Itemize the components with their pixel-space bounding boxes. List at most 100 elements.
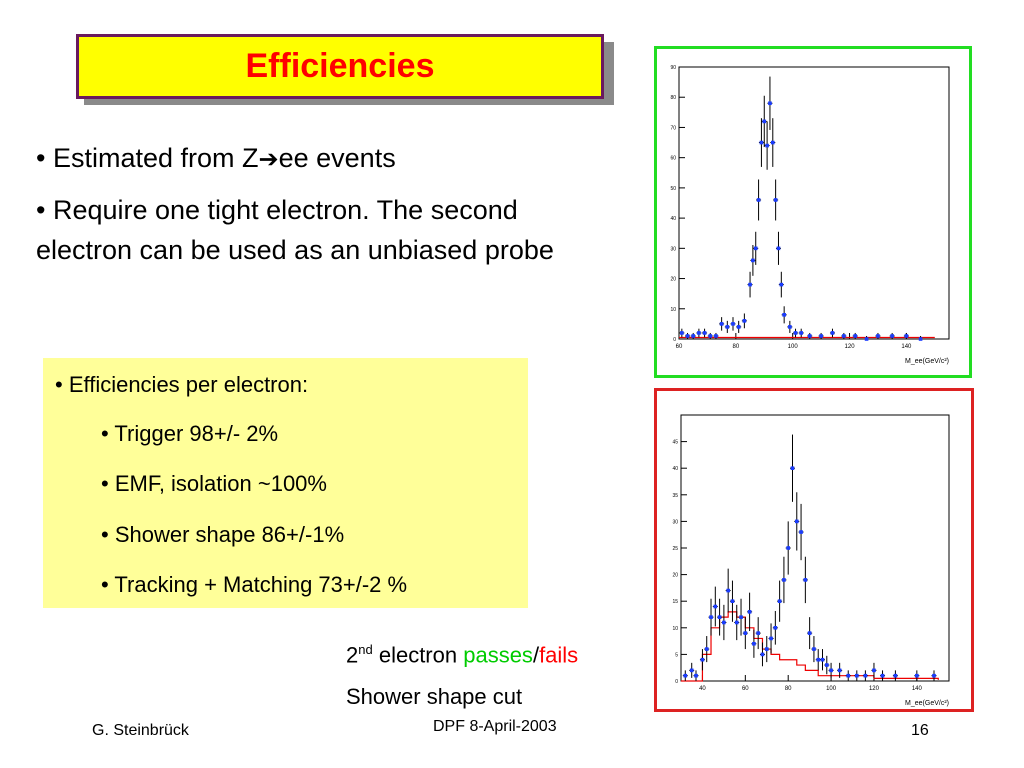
data-point <box>807 334 812 338</box>
data-point <box>756 198 761 202</box>
data-point <box>776 246 781 251</box>
efficiency-item-emf: • EMF, isolation ~100% <box>101 471 327 496</box>
data-point <box>863 673 868 678</box>
footer-page-number: 16 <box>911 722 929 739</box>
caption-sup: nd <box>358 642 373 657</box>
data-point <box>915 673 919 678</box>
data-point <box>756 631 760 635</box>
bullet-estimated: • Estimated from Z➔ee events <box>36 138 596 180</box>
data-point <box>790 466 795 470</box>
data-point <box>751 258 755 263</box>
y-tick-label: 30 <box>672 519 678 525</box>
bullet-estimated-text: • Estimated from Z <box>36 143 259 173</box>
bullet-estimated-text-end: ee events <box>278 143 396 173</box>
x-tick-label: 140 <box>912 686 923 692</box>
x-tick-label: 60 <box>676 344 683 350</box>
data-point <box>782 313 786 317</box>
footer-author: G. Steinbrück <box>92 722 189 739</box>
data-point <box>734 620 739 625</box>
data-point <box>829 668 833 673</box>
y-tick-label: 50 <box>670 186 676 192</box>
data-point <box>736 325 741 329</box>
plot-caption-line2: Shower shape cut <box>346 684 523 709</box>
data-point <box>714 334 718 338</box>
data-point <box>853 334 858 338</box>
data-point <box>837 668 842 673</box>
data-point <box>708 334 713 338</box>
data-point <box>807 631 812 635</box>
data-point <box>683 673 688 678</box>
data-point <box>812 647 816 651</box>
data-point <box>893 673 898 678</box>
y-tick-label: 10 <box>670 307 676 313</box>
data-point <box>793 331 798 335</box>
data-point <box>719 322 724 326</box>
data-point <box>794 519 799 524</box>
data-point <box>747 610 752 614</box>
data-point <box>731 322 735 326</box>
data-point <box>694 673 698 678</box>
data-point <box>904 334 909 338</box>
y-tick-label: 80 <box>670 95 676 101</box>
y-tick-label: 90 <box>670 65 676 71</box>
y-tick-label: 0 <box>675 679 678 685</box>
caption-fails: fails <box>539 642 579 668</box>
x-tick-label: 40 <box>699 686 706 692</box>
x-axis-label: M_ee(GeV/c²) <box>905 700 949 707</box>
data-point <box>842 334 846 338</box>
data-point <box>760 652 765 657</box>
y-tick-label: 25 <box>672 546 678 552</box>
x-tick-label: 80 <box>785 686 792 692</box>
data-point <box>691 334 696 338</box>
data-point <box>709 615 713 619</box>
efficiency-item-shower: • Shower shape 86+/-1% <box>101 522 345 547</box>
data-point <box>777 599 782 603</box>
data-point <box>819 334 823 338</box>
y-tick-label: 5 <box>675 652 678 658</box>
y-tick-label: 0 <box>673 337 676 343</box>
data-point <box>717 615 722 619</box>
x-tick-label: 120 <box>869 686 880 692</box>
data-point <box>753 246 758 251</box>
data-point <box>799 331 804 335</box>
page-title: Efficiencies <box>245 47 435 85</box>
data-point <box>824 663 829 667</box>
x-tick-label: 60 <box>742 686 749 692</box>
bullet-list: • Estimated from Z➔ee events • Require o… <box>36 138 596 280</box>
data-point <box>788 325 792 329</box>
data-point <box>779 282 784 287</box>
efficiency-item-trigger: • Trigger 98+/- 2% <box>101 421 279 446</box>
caption-passes: passes <box>463 642 533 668</box>
data-point <box>855 673 859 678</box>
y-tick-label: 15 <box>672 599 678 605</box>
x-tick-label: 80 <box>732 344 739 350</box>
efficiency-header: • Efficiencies per electron: <box>55 372 309 397</box>
data-point <box>726 588 730 593</box>
data-point <box>743 631 748 635</box>
y-tick-label: 30 <box>670 246 676 252</box>
caption-num: 2 <box>346 642 359 668</box>
data-point <box>704 647 709 651</box>
data-point <box>830 331 835 335</box>
data-point <box>864 337 869 341</box>
data-point <box>803 578 808 582</box>
caption-electron: electron <box>372 642 464 668</box>
data-point <box>725 325 730 329</box>
data-point <box>890 334 894 338</box>
data-point <box>765 143 769 148</box>
data-point <box>769 636 773 641</box>
y-tick-label: 70 <box>670 125 676 131</box>
plot-area <box>678 66 950 340</box>
mass-plot-passes: 0 10 20 30 40 50 60 70 80 90 60 80 100 120 140 M_ee(GeV… <box>670 65 950 365</box>
data-point <box>759 140 764 145</box>
data-point <box>730 599 735 603</box>
y-tick-label: 40 <box>672 466 678 472</box>
plot-frame-passes: 0 10 20 30 40 50 60 70 80 90 60 80 100 120 140 M_ee(GeV… <box>654 46 972 378</box>
data-point <box>702 331 707 335</box>
plot-frame-fails: 0 5 10 15 20 25 30 35 40 45 40 60 80 100 120 140 M_ee(Ge… <box>654 388 974 712</box>
data-point <box>820 657 825 662</box>
y-tick-label: 10 <box>672 626 678 632</box>
mass-plot-fails: 0 5 10 15 20 25 30 35 40 45 40 60 80 100 120 140 M_ee(Ge… <box>672 414 950 707</box>
data-point <box>816 657 821 662</box>
data-point <box>762 119 767 124</box>
